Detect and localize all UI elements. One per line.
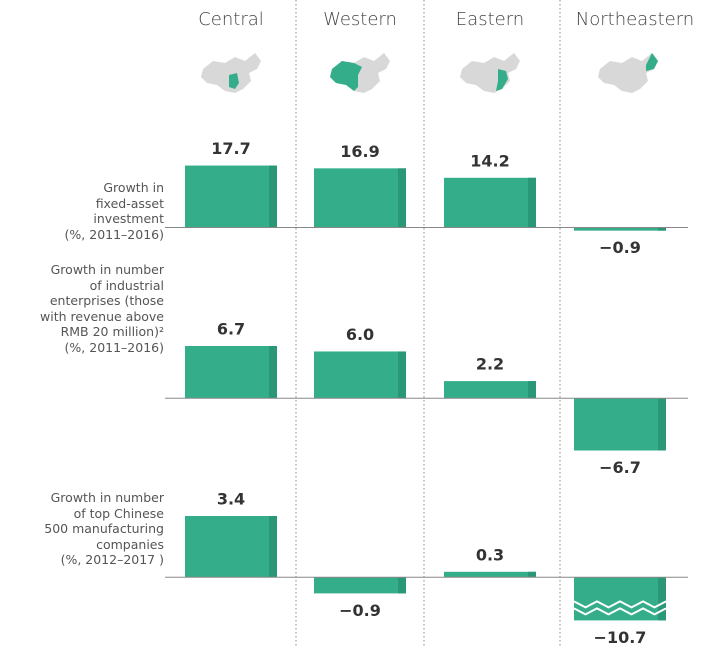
bar-edge [269,346,277,399]
value-label: 6.0 [346,325,374,344]
bar-edge [269,165,277,228]
column-header: Eastern [456,9,524,30]
bar [314,351,406,399]
value-label: −10.7 [594,628,647,647]
bar-edge [658,398,666,451]
column-header: Central [198,9,264,30]
value-label: 16.9 [340,142,379,161]
row-label: Growth in fixed-asset investment (%, 201… [64,180,164,242]
bar-edge [528,177,536,228]
bar-edge [528,381,536,399]
bar-edge [398,351,406,399]
bar-edge [398,168,406,228]
value-label: −6.7 [599,458,641,477]
value-label: −0.9 [339,601,381,620]
bar [185,346,277,399]
row-label: Growth in number of top Chinese 500 manu… [44,490,164,567]
bar [314,168,406,228]
map-shape [598,53,658,93]
map-region [496,69,508,91]
bar [314,577,406,594]
column-header: Western [323,9,397,30]
region-map [460,53,520,93]
bar [574,398,666,451]
break-mark [573,600,667,609]
bar [185,165,277,228]
map-region [330,61,362,91]
map-shape [460,53,520,93]
map-region [229,73,239,89]
region-map [330,53,390,93]
map-region [646,53,658,71]
bar-edge [269,516,277,578]
region-map [201,53,261,93]
value-label: 14.2 [470,151,509,170]
bar-edge [658,577,666,621]
break-mark [573,607,667,616]
bar [185,516,277,578]
map-shape [201,53,261,93]
bar [444,381,536,399]
region-map [598,53,658,93]
value-label: 17.7 [211,139,250,158]
bar [444,177,536,228]
row-label: Growth in number of industrial enterpris… [40,262,164,355]
value-label: −0.9 [599,238,641,257]
value-label: 0.3 [476,545,504,564]
value-label: 3.4 [217,490,245,509]
column-header: Northeastern [576,9,694,30]
bar-edge [658,227,666,231]
bar [444,571,536,578]
bar [574,227,666,231]
value-label: 6.7 [217,320,245,339]
bar-edge [398,577,406,594]
bar-edge [528,571,536,578]
value-label: 2.2 [476,355,504,374]
separators [295,0,561,648]
